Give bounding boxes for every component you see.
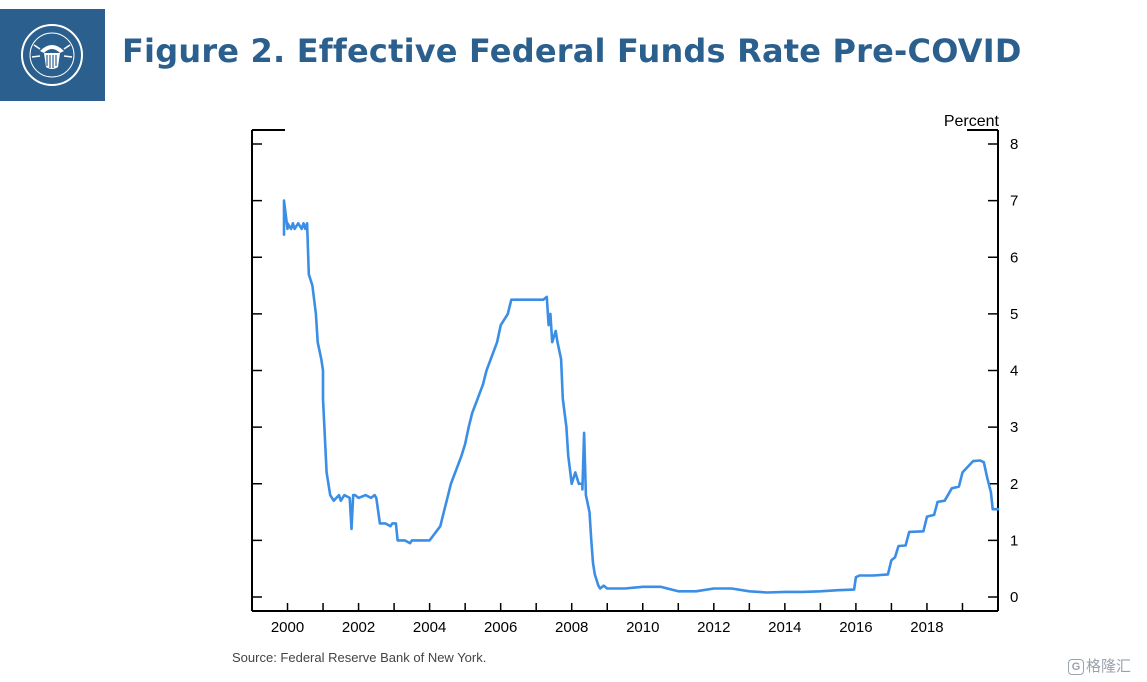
x-tick-label: 2016 (839, 619, 872, 636)
y-axis: 0 1 2 3 4 5 6 7 8 (252, 136, 1018, 606)
x-tick-label: 2004 (413, 619, 446, 636)
x-tick-label: 2010 (626, 619, 659, 636)
x-tick-label: 2000 (271, 619, 304, 636)
y-tick-label: 4 (1010, 363, 1018, 380)
y-tick-label: 1 (1010, 532, 1018, 549)
x-tick-label: 2012 (697, 619, 730, 636)
watermark-text: 格隆汇 (1086, 658, 1132, 675)
watermark-g-icon: G (1068, 659, 1084, 675)
y-tick-label: 0 (1010, 589, 1018, 606)
x-tick-label: 2006 (484, 619, 517, 636)
y-axis-label: Percent (944, 113, 1000, 130)
x-tick-label: 2014 (768, 619, 801, 636)
federal-reserve-seal-icon (21, 24, 83, 86)
x-tick-label: 2018 (910, 619, 943, 636)
series-line-0 (282, 199, 1000, 594)
plot-frame (251, 129, 999, 612)
y-tick-label: 8 (1010, 136, 1018, 153)
x-tick-label: 2008 (555, 619, 588, 636)
y-tick-label: 3 (1010, 419, 1018, 436)
source-note: Source: Federal Reserve Bank of New York… (232, 650, 487, 665)
x-tick-label: 2002 (342, 619, 375, 636)
page-title: Figure 2. Effective Federal Funds Rate P… (122, 32, 1022, 70)
watermark: G 格隆汇 (1068, 655, 1131, 676)
y-tick-label: 2 (1010, 476, 1018, 493)
y-tick-label: 7 (1010, 193, 1018, 210)
series-layer (282, 199, 1000, 594)
x-axis: 2000 2002 2004 2006 2008 2010 2012 2014 2016 2018 (251, 603, 999, 636)
y-tick-label: 6 (1010, 249, 1018, 266)
federal-reserve-logo (0, 9, 105, 101)
y-tick-label: 5 (1010, 306, 1018, 323)
